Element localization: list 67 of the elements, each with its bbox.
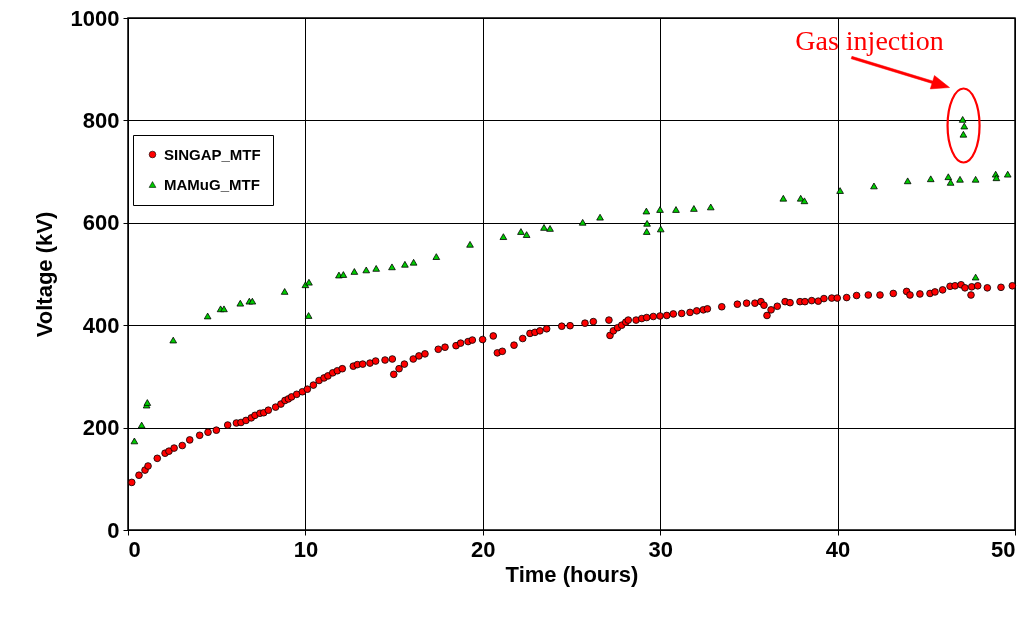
point: [903, 177, 912, 185]
x-tick-label: 0: [128, 536, 141, 562]
point: [578, 218, 587, 226]
point: [642, 228, 651, 235]
point: [672, 206, 680, 213]
point: [870, 182, 878, 190]
y-tick-label: 800: [82, 107, 120, 133]
y-tick-label: 1000: [70, 5, 120, 31]
point: [130, 437, 139, 445]
point: [137, 421, 146, 429]
point: [432, 253, 441, 260]
point: [401, 260, 409, 268]
point: [958, 116, 967, 123]
point: [546, 225, 554, 232]
point: [956, 175, 964, 183]
point: [960, 122, 969, 130]
legend-label: SINGAP_MTF: [164, 145, 261, 163]
y-tick-label: 200: [82, 415, 120, 441]
point: [305, 278, 313, 286]
point: [362, 266, 370, 274]
point: [944, 173, 953, 181]
point: [779, 194, 788, 202]
point: [596, 213, 604, 221]
point: [992, 174, 1001, 182]
point: [466, 241, 474, 248]
annotation: Gas injection: [795, 24, 944, 56]
point: [280, 288, 289, 295]
point: [220, 305, 228, 313]
point: [707, 203, 715, 211]
x-tick-label: 20: [471, 536, 496, 562]
y-tick-label: 400: [82, 312, 120, 338]
x-tick-label: 40: [825, 536, 851, 562]
point: [522, 231, 531, 238]
point: [350, 268, 359, 275]
point: [409, 258, 418, 266]
point: [836, 187, 844, 194]
point: [388, 263, 396, 271]
point: [203, 312, 212, 320]
point: [339, 271, 348, 278]
point: [643, 220, 651, 227]
x-tick-label: 50: [991, 536, 1016, 562]
y-tick-label: 600: [82, 210, 120, 236]
point: [926, 175, 935, 183]
point: [959, 130, 968, 138]
point: [540, 224, 548, 231]
point: [236, 299, 245, 307]
point: [642, 207, 651, 215]
x-tick-label: 10: [293, 536, 319, 562]
point: [971, 273, 980, 281]
point: [946, 179, 955, 186]
point: [690, 205, 698, 212]
point: [499, 233, 508, 240]
point: [796, 194, 805, 202]
point: [372, 265, 380, 272]
point: [656, 225, 665, 233]
point: [971, 175, 980, 183]
point: [169, 336, 177, 344]
x-axis-title: Time (hours): [505, 561, 639, 587]
legend-label: MAMuG_MTF: [164, 175, 260, 193]
point: [304, 312, 313, 319]
point: [800, 197, 809, 205]
x-tick-label: 30: [648, 536, 673, 562]
point: [517, 228, 525, 235]
y-tick-label: 0: [107, 517, 120, 543]
point: [656, 206, 664, 213]
point: [1003, 170, 1012, 178]
y-axis-title: Voltage (kV): [31, 211, 57, 338]
